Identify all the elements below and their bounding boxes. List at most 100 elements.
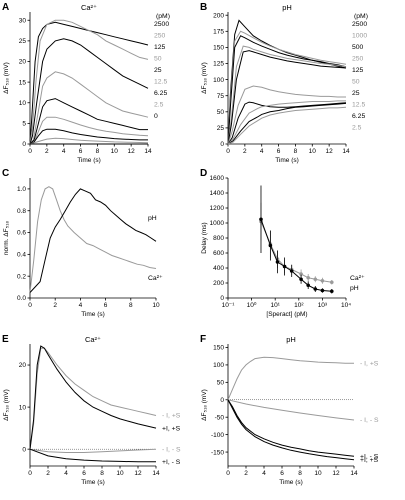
x-tick-label: 8: [96, 148, 100, 155]
x-axis-label: Time (s): [81, 311, 105, 318]
y-tick-label: 100: [213, 77, 224, 84]
x-tick-label: 0: [226, 470, 230, 477]
x-tick-label: 10: [152, 302, 160, 309]
series-line: [227, 102, 347, 145]
x-tick-label: 10: [111, 148, 119, 155]
series-line: [227, 85, 346, 145]
x-axis-label: Time (s): [77, 157, 101, 164]
y-tick-label: 10: [19, 404, 27, 411]
data-point: [268, 243, 273, 248]
panel-letter: C: [2, 168, 9, 179]
x-tick-label: 4: [64, 470, 68, 477]
y-tick-label: 800: [213, 235, 224, 242]
y-tick-label: 600: [213, 250, 224, 257]
series-line: [260, 219, 332, 292]
series-label: - I, +S: [360, 360, 379, 367]
x-tick-label: 10³: [318, 302, 328, 309]
y-tick-label: 100: [213, 362, 224, 369]
series-label: 12.5: [154, 79, 167, 86]
x-tick-label: 2: [53, 302, 57, 309]
series-label: 2500: [352, 21, 367, 28]
panel-letter: A: [2, 2, 9, 13]
series-label: pH: [350, 285, 359, 292]
y-axis-label: ΔF₅₁₈ (mV): [201, 62, 208, 94]
x-tick-label: 8: [294, 148, 298, 155]
series-label: 250: [352, 56, 364, 63]
data-point: [329, 280, 334, 285]
series-label: 125: [352, 67, 364, 74]
x-tick-label: 10⁻¹: [222, 302, 236, 309]
x-tick-label: 14: [342, 148, 350, 155]
y-tick-label: 0.8: [17, 208, 26, 215]
y-tick-label: 150: [213, 45, 224, 52]
series-line: [227, 101, 347, 145]
y-tick-label: 0.4: [17, 252, 26, 259]
series-label: - I, - S: [360, 417, 379, 424]
series-label: - I, +S: [162, 413, 181, 420]
panel-title: pH: [282, 3, 292, 12]
series-line: [29, 448, 156, 463]
y-tick-label: 0: [220, 397, 224, 404]
panel-letter: E: [2, 334, 9, 345]
series-line: [260, 221, 332, 283]
x-tick-label: 4: [62, 148, 66, 155]
series-label: 25: [154, 67, 162, 74]
panel-e: E Ca²⁺ 0 2 4 6 8 10 12 14 0 10 20 Time (s) ΔF₅₁₈ (mV) -…: [2, 334, 181, 486]
data-point: [320, 278, 325, 283]
series-line: [227, 399, 355, 421]
y-tick-label: 30: [19, 17, 27, 24]
y-axis-label: Delay (ms): [201, 222, 208, 253]
x-axis-label: Time (s): [81, 479, 105, 486]
y-tick-label: 25: [217, 125, 225, 132]
series-label: - I, - S: [162, 446, 181, 453]
data-point: [306, 275, 310, 280]
series-line: [227, 45, 347, 145]
y-tick-label: 1600: [210, 175, 225, 182]
data-point: [259, 217, 263, 222]
y-tick-label: 0.0: [17, 295, 26, 302]
series-label: +I, +S: [360, 457, 379, 464]
series-label: 6.25: [352, 113, 365, 120]
unit-label: (pM): [156, 13, 170, 20]
y-tick-label: 1400: [210, 190, 225, 197]
x-tick-label: 4: [260, 148, 264, 155]
panel-title: pH: [286, 335, 296, 344]
series-line: [29, 19, 149, 145]
y-tick-label: 0: [220, 295, 224, 302]
y-tick-label: 200: [213, 280, 224, 287]
axes: [225, 344, 355, 469]
axes: [225, 12, 347, 147]
series-line: [227, 399, 355, 461]
x-tick-label: 10: [116, 470, 124, 477]
series-label: pH: [148, 215, 157, 222]
y-tick-label: 20: [19, 362, 27, 369]
y-axis-label: ΔF₅₁₈ (mV): [3, 389, 10, 421]
series-label: 125: [154, 44, 166, 51]
y-tick-label: 1200: [210, 205, 225, 212]
series-label: 12.5: [352, 102, 365, 109]
data-point: [313, 277, 318, 282]
data-point: [299, 277, 303, 282]
series-line: [227, 100, 346, 145]
series-line: [29, 116, 149, 145]
x-tick-label: 6: [82, 470, 86, 477]
x-tick-label: 10⁰: [247, 301, 257, 309]
y-tick-label: 15: [19, 79, 27, 86]
y-tick-label: 50: [217, 380, 225, 387]
data-point: [329, 289, 334, 294]
x-tick-label: 2: [45, 148, 49, 155]
y-tick-label: 0: [22, 141, 26, 148]
x-tick-label: 10: [309, 148, 317, 155]
y-axis-label: ΔF₅₁₈ (mV): [3, 62, 10, 94]
x-tick-label: 6: [79, 148, 83, 155]
x-tick-label: 10: [314, 470, 322, 477]
series-line: [29, 38, 149, 145]
y-tick-label: 150: [213, 345, 224, 352]
series-line: [227, 356, 354, 400]
series-label: 50: [352, 79, 360, 86]
y-tick-label: 200: [213, 12, 224, 19]
x-tick-label: 14: [152, 470, 160, 477]
panel-letter: F: [200, 334, 206, 345]
y-tick-label: -100: [211, 432, 224, 439]
